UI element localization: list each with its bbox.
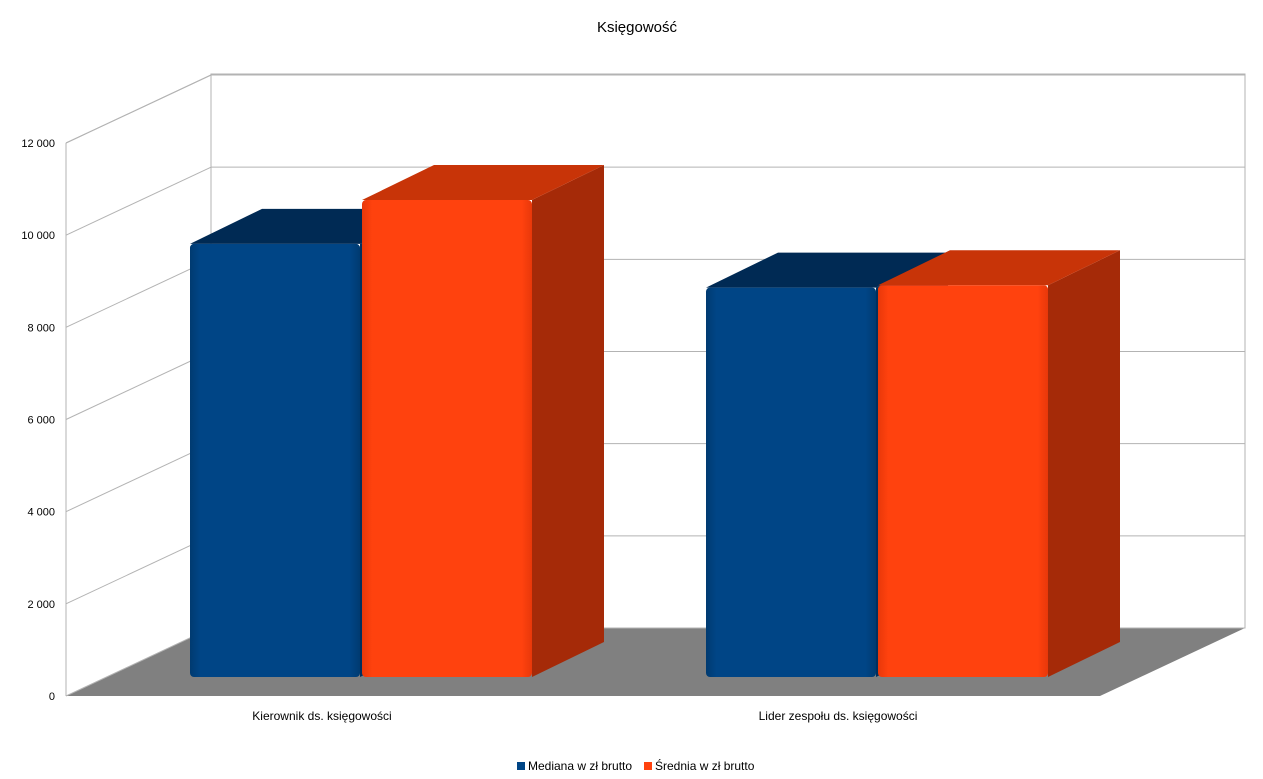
- y-tick-label: 12 000: [21, 138, 55, 150]
- y-tick-label: 10 000: [21, 230, 55, 242]
- legend-label: Mediana w zł brutto: [528, 759, 632, 773]
- x-axis-labels: Kierownik ds. księgowości Lider zespołu d…: [252, 709, 917, 723]
- gridline-side: [65, 351, 212, 420]
- legend-swatch: [644, 762, 652, 770]
- bar-front: [190, 243, 360, 678]
- legend-label: Średnia w zł brutto: [655, 758, 755, 773]
- bars: [190, 165, 1120, 678]
- legend: Mediana w zł brutto Średnia w zł brutto: [517, 758, 755, 773]
- bar-front: [878, 285, 1048, 677]
- gridline-side: [65, 535, 212, 605]
- x-tick-label: Kierownik ds. księgowości: [252, 709, 391, 723]
- chart-title: Księgowość: [597, 19, 678, 36]
- bar-top: [706, 252, 948, 288]
- gridline-side: [65, 627, 212, 697]
- bar-top: [362, 165, 604, 201]
- gridline-side: [65, 166, 212, 236]
- bar-front: [706, 287, 876, 677]
- gridline-side: [65, 443, 212, 513]
- gridline-side: [65, 258, 212, 328]
- legend-swatch: [517, 762, 525, 770]
- bar-top: [878, 250, 1120, 286]
- bar: [362, 165, 604, 677]
- y-tick-label: 2 000: [27, 599, 55, 611]
- y-tick-label: 6 000: [27, 415, 55, 427]
- y-tick-label: 0: [49, 691, 55, 703]
- bar: [878, 250, 1120, 677]
- y-tick-label: 4 000: [27, 507, 55, 519]
- bar-front: [362, 200, 532, 677]
- bar-side: [1048, 250, 1120, 677]
- x-tick-label: Lider zespołu ds. księgowości: [759, 709, 918, 723]
- y-tick-label: 8 000: [27, 322, 55, 334]
- gridline-side: [65, 74, 212, 144]
- bar-side: [532, 165, 604, 677]
- y-axis-ticks: 0 2 000 4 000 6 000 8 000 10 000 12 000: [21, 138, 55, 703]
